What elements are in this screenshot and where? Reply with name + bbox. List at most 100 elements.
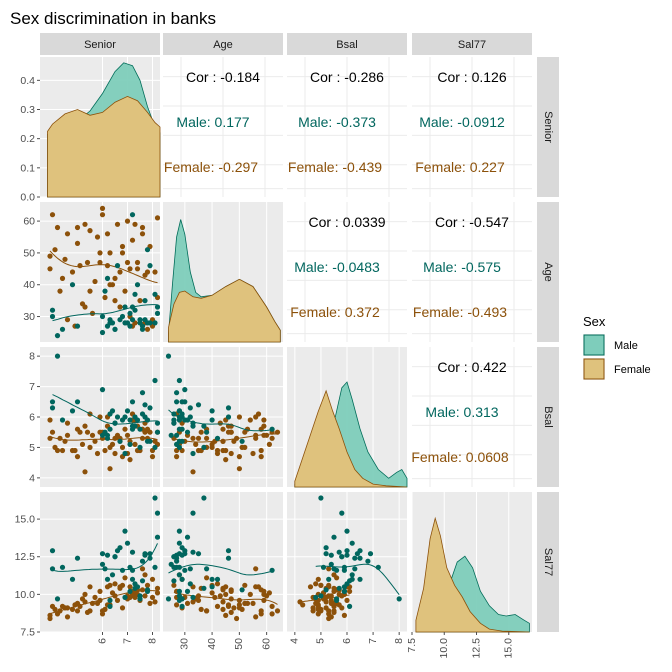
point-male [139,323,146,329]
point-male [201,444,207,450]
point-female [149,576,156,582]
point-male [204,566,210,572]
y-tick-label: 8 [29,351,35,363]
point-male [49,313,56,320]
point-female [250,450,256,457]
point-male [209,417,215,423]
point-female [190,435,196,441]
point-female [59,603,66,610]
point-male [74,555,81,561]
point-female [117,304,123,310]
point-female [87,228,93,234]
point-female [69,269,76,275]
point-male [129,399,136,405]
y-tick-label: 7 [29,381,35,393]
legend-title: Sex [583,314,606,329]
point-female [117,584,123,590]
panel-senior-age: Cor : -0.184 Male: 0.177 Female: -0.297 [163,57,283,197]
point-female [52,247,58,253]
point-male [127,441,133,447]
point-male [214,576,221,582]
point-female [104,231,111,237]
point-male [104,552,111,558]
x-tick-label: 50 [233,638,245,650]
point-male [176,438,182,444]
point-male [187,566,193,572]
panel-senior-senior: 0.0 0.1 0.2 0.3 0.4 [20,57,161,204]
point-male [357,555,363,561]
correlation-overall: Cor : -0.184 [186,69,260,85]
point-female [127,266,133,272]
strip-top-age [163,33,283,55]
point-male [107,426,113,432]
point-male [320,564,327,570]
panel-grid-lines [287,202,407,342]
correlation-female: Female: 0.0608 [411,449,508,465]
point-female [52,444,58,450]
point-female [107,250,113,256]
point-male [147,263,153,269]
point-female [154,585,160,591]
y-tick-label: 0.3 [20,104,35,116]
point-female [269,435,275,441]
point-female [258,447,264,454]
point-male [344,552,350,558]
point-female [184,600,191,607]
panel-grid-lines [163,57,283,197]
point-female [152,269,158,275]
point-female [59,447,66,454]
correlation-male: Male: -0.0912 [419,114,505,130]
point-male [323,587,329,593]
point-female [174,454,180,460]
point-male [176,528,182,534]
point-male [179,576,185,582]
point-male [74,323,81,329]
point-female [47,266,53,272]
smooth-line-female [49,250,158,284]
point-female [258,454,264,460]
point-female [336,602,342,608]
point-male [107,320,113,326]
point-female [104,263,111,269]
point-male [99,432,106,438]
point-female [112,435,118,441]
y-tick-label: 12.5 [15,551,36,563]
point-male [69,576,76,582]
point-female [217,593,223,599]
point-female [266,590,272,596]
point-male [154,429,160,435]
point-female [258,608,264,614]
point-male [114,263,121,269]
panel-grid-lines [287,57,407,197]
point-female [228,587,234,593]
point-female [231,605,237,611]
panel-sal77-bsal: 4 5 6 7 8 [287,492,407,644]
point-female [255,584,262,590]
chart-title: Sex discrimination in banks [10,9,216,28]
point-male [165,596,172,602]
point-female [144,269,151,275]
point-female [318,582,324,588]
point-male [239,587,245,593]
point-female [274,608,281,614]
point-female [82,304,88,310]
point-female [315,603,321,610]
point-male [195,551,202,557]
point-male [171,578,177,584]
point-male [54,353,61,359]
point-male [184,534,191,540]
point-male [190,423,196,429]
point-female [107,282,113,288]
panel-age-bsal: Cor : 0.0339 Male: -0.0483 Female: 0.372 [287,202,407,342]
panel-age-senior: 30 40 50 60 [23,202,160,342]
point-male [154,304,160,310]
point-male [104,275,111,281]
point-male [239,438,245,444]
point-male [174,432,180,438]
point-female [57,435,63,441]
point-male [137,444,143,450]
point-female [102,447,108,454]
point-male [117,317,123,323]
point-male [99,387,106,393]
x-tick-label: 7.5 [406,638,418,653]
